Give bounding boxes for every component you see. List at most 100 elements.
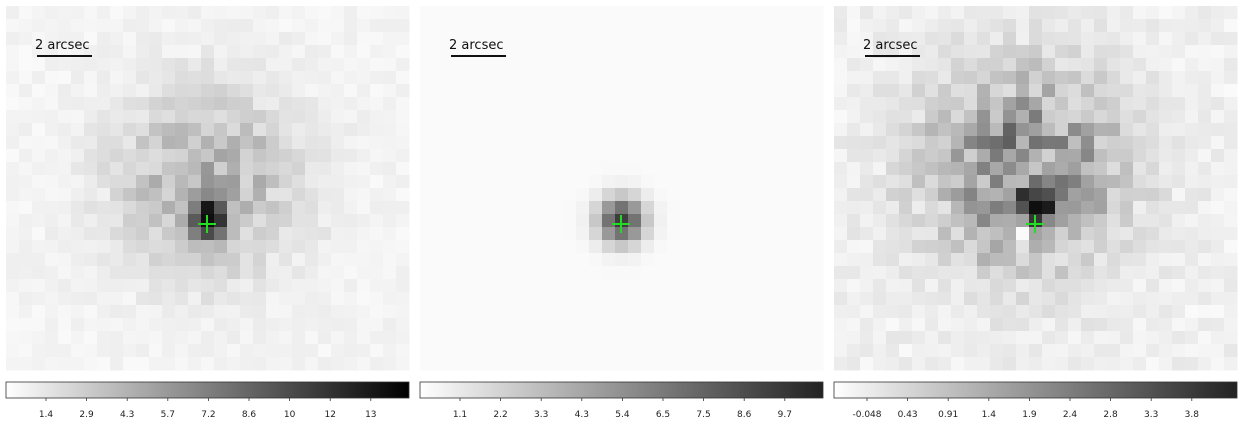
pixel — [810, 201, 824, 215]
pixel — [433, 123, 447, 137]
pixel — [771, 357, 785, 371]
pixel — [628, 214, 642, 228]
pixel — [1068, 136, 1082, 150]
pixel — [615, 110, 629, 124]
pixel — [654, 305, 668, 319]
pixel — [433, 344, 447, 358]
pixel — [240, 357, 254, 371]
pixel — [1107, 19, 1121, 33]
pixel — [834, 71, 848, 85]
pixel — [162, 110, 176, 124]
pixel — [680, 71, 694, 85]
pixel — [537, 6, 551, 20]
pixel — [680, 149, 694, 163]
pixel — [396, 227, 410, 241]
pixel — [485, 266, 499, 280]
pixel — [925, 6, 939, 20]
pixel — [667, 344, 681, 358]
pixel — [1159, 292, 1173, 306]
pixel — [719, 110, 733, 124]
pixel — [433, 292, 447, 306]
pixel — [446, 331, 460, 345]
pixel — [602, 331, 616, 345]
pixel — [1120, 136, 1134, 150]
pixel — [1029, 58, 1043, 72]
pixel — [667, 331, 681, 345]
pixel — [498, 84, 512, 98]
pixel — [511, 123, 525, 137]
pixel — [58, 162, 72, 176]
pixel — [383, 240, 397, 254]
pixel — [1055, 71, 1069, 85]
pixel — [550, 32, 564, 46]
pixel — [149, 162, 163, 176]
pixel — [1120, 344, 1134, 358]
pixel — [214, 162, 228, 176]
pixel — [370, 305, 384, 319]
pixel — [201, 344, 215, 358]
pixel — [396, 19, 410, 33]
pixel — [97, 305, 111, 319]
pixel — [45, 305, 59, 319]
pixel — [214, 266, 228, 280]
pixel — [459, 71, 473, 85]
pixel — [550, 84, 564, 98]
colorbar-tick-label: 9.7 — [778, 410, 792, 420]
pixel — [433, 266, 447, 280]
pixel — [1120, 188, 1134, 202]
pixel — [292, 175, 306, 189]
pixel — [279, 110, 293, 124]
pixel — [344, 266, 358, 280]
pixel — [615, 123, 629, 137]
pixel — [641, 162, 655, 176]
pixel — [886, 214, 900, 228]
pixel — [292, 162, 306, 176]
pixel — [667, 201, 681, 215]
pixel — [524, 253, 538, 267]
pixel — [589, 136, 603, 150]
pixel — [589, 292, 603, 306]
pixel — [1003, 45, 1017, 59]
pixel — [396, 32, 410, 46]
pixel — [667, 123, 681, 137]
pixel — [771, 344, 785, 358]
pixel — [318, 292, 332, 306]
pixel — [1029, 175, 1043, 189]
pixel — [149, 6, 163, 20]
pixel — [860, 266, 874, 280]
pixel — [292, 84, 306, 98]
pixel — [784, 253, 798, 267]
pixel — [459, 253, 473, 267]
pixel — [511, 266, 525, 280]
pixel — [175, 84, 189, 98]
pixel — [279, 253, 293, 267]
pixel — [1211, 6, 1225, 20]
pixel — [240, 227, 254, 241]
pixel — [576, 71, 590, 85]
pixel — [433, 279, 447, 293]
pixel — [834, 84, 848, 98]
pixel — [420, 84, 434, 98]
pixel — [537, 58, 551, 72]
pixel — [292, 188, 306, 202]
pixel — [1042, 162, 1056, 176]
pixel — [1133, 19, 1147, 33]
pixel — [771, 253, 785, 267]
colorbar-tick-label: 1.4 — [982, 410, 997, 420]
pixel — [1159, 253, 1173, 267]
pixel — [71, 318, 85, 332]
pixel — [693, 214, 707, 228]
pixel — [797, 188, 811, 202]
pixel — [628, 266, 642, 280]
pixel — [576, 344, 590, 358]
colorbar-tick-label: 7.2 — [201, 410, 215, 420]
pixel — [589, 214, 603, 228]
pixel — [240, 136, 254, 150]
pixel — [396, 71, 410, 85]
pixel — [1159, 19, 1173, 33]
pixel — [860, 71, 874, 85]
pixel — [201, 201, 215, 215]
pixel — [149, 292, 163, 306]
pixel — [266, 19, 280, 33]
pixel — [537, 344, 551, 358]
